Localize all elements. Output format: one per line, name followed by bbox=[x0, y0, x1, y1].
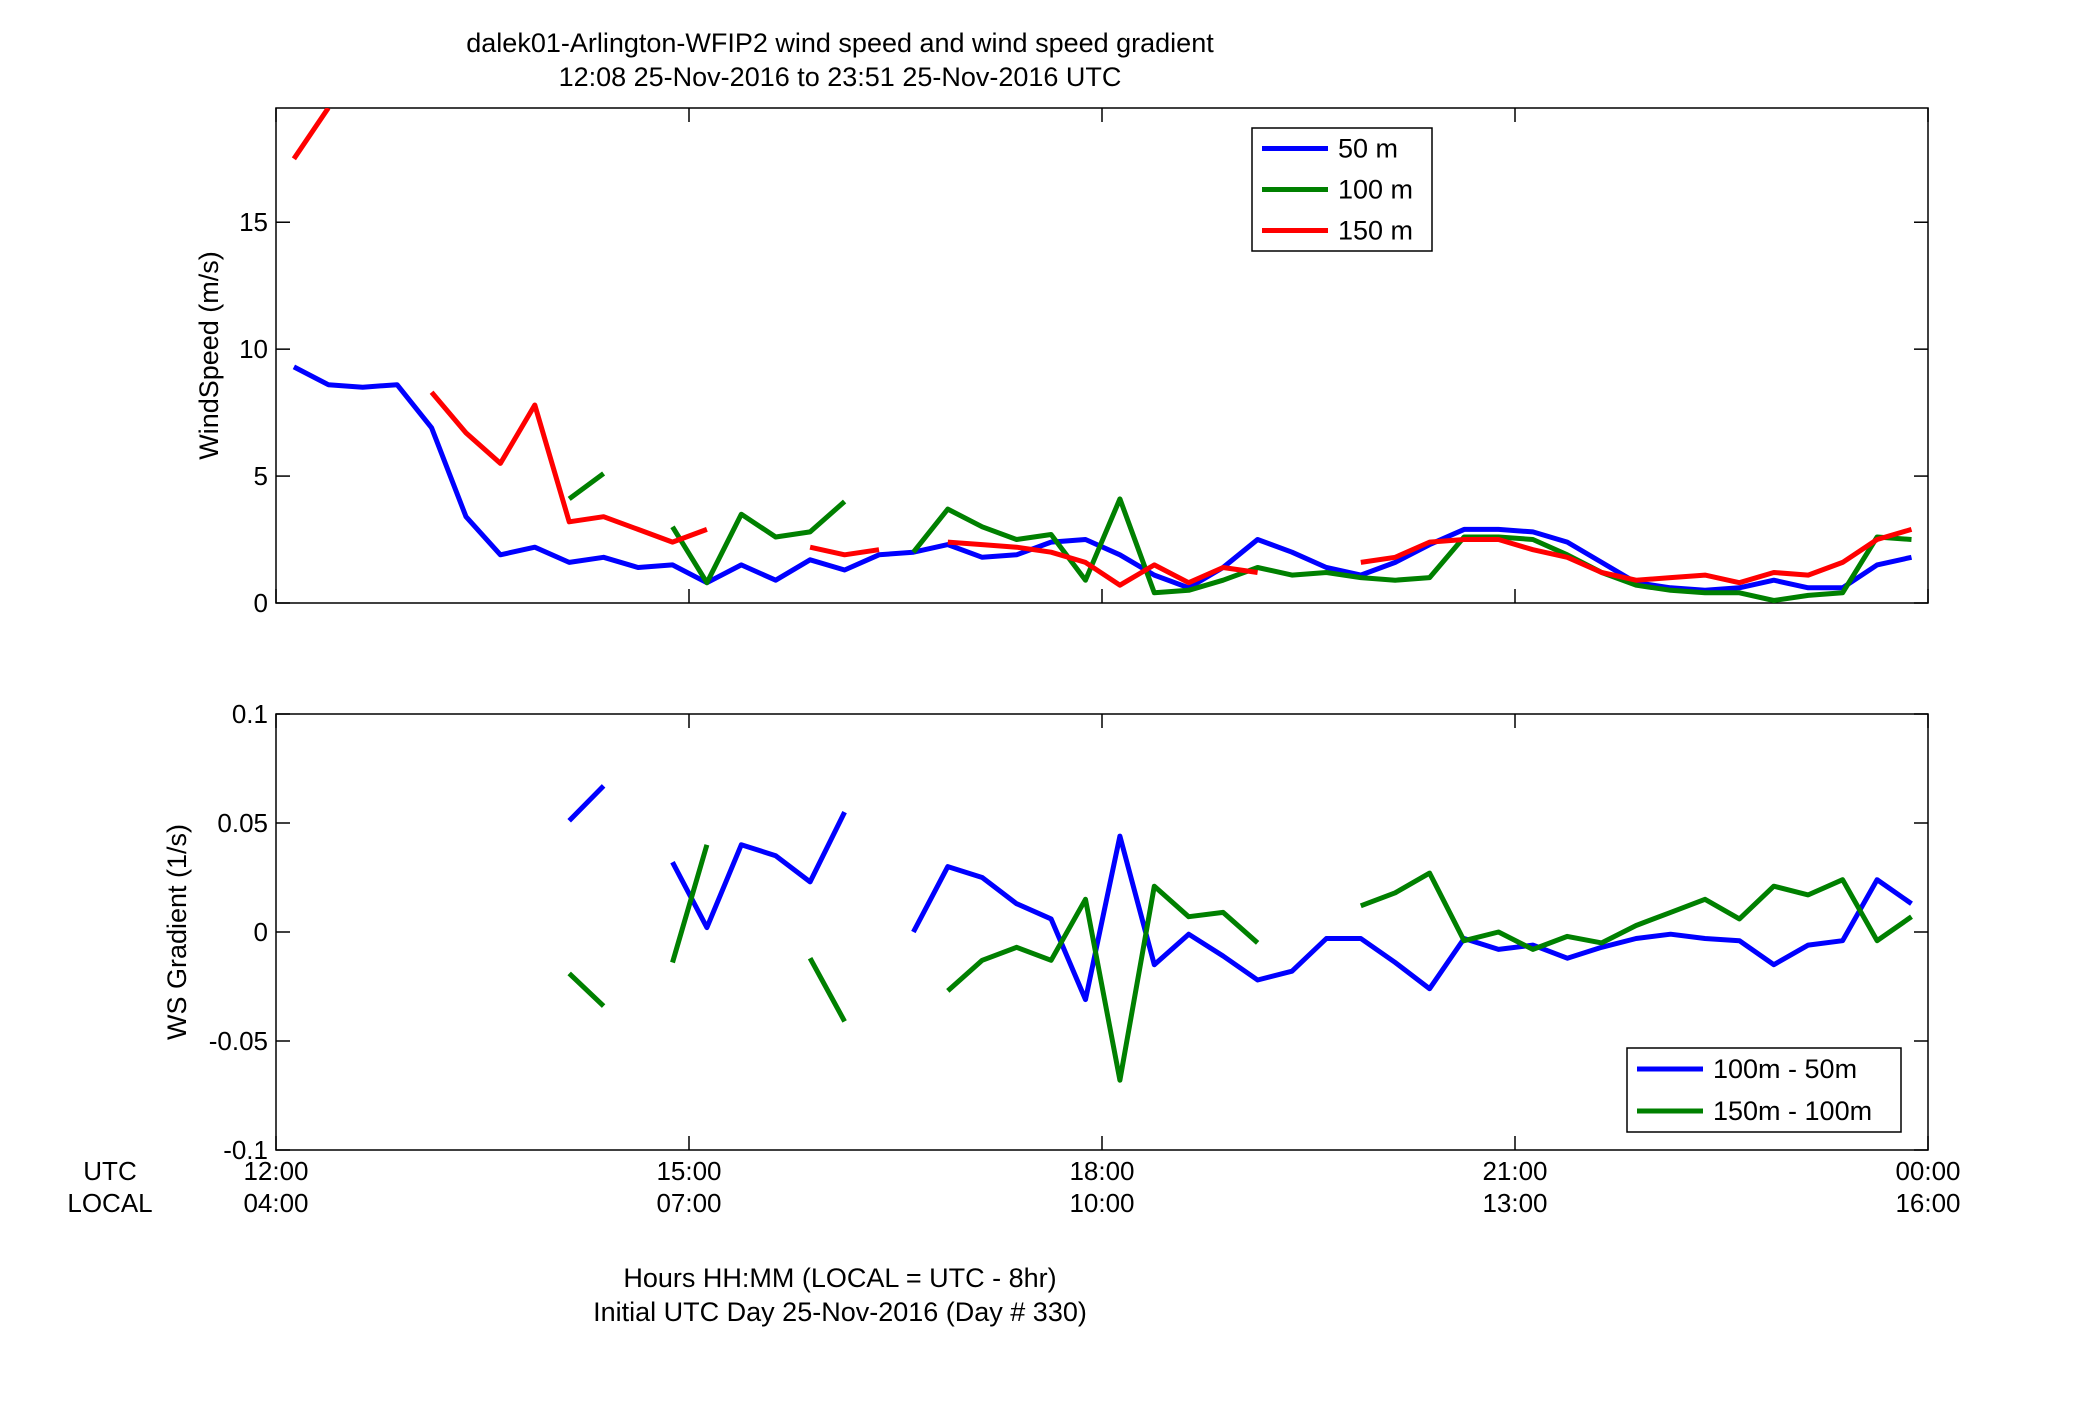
gradient-legend-label: 150m - 100m bbox=[1713, 1096, 1872, 1126]
gradient-ytick-label: 0.1 bbox=[232, 699, 268, 729]
local-row-label: LOCAL bbox=[67, 1188, 152, 1218]
windspeed-series-line bbox=[567, 471, 1912, 603]
x-tick-label-local: 07:00 bbox=[656, 1188, 721, 1218]
x-tick-label-utc: 00:00 bbox=[1895, 1156, 1960, 1186]
windspeed-series-line bbox=[291, 108, 1913, 588]
windspeed-ytick-label: 10 bbox=[239, 334, 268, 364]
windspeed-ytick-label: 0 bbox=[254, 588, 268, 618]
x-tick-label-utc: 21:00 bbox=[1482, 1156, 1547, 1186]
x-tick-label-local: 04:00 bbox=[243, 1188, 308, 1218]
utc-row-label: UTC bbox=[83, 1156, 136, 1186]
figure-title-line2: 12:08 25-Nov-2016 to 23:51 25-Nov-2016 U… bbox=[559, 62, 1122, 92]
windspeed-series-group bbox=[291, 108, 1913, 603]
x-tick-label-local: 16:00 bbox=[1895, 1188, 1960, 1218]
figure-title-line1: dalek01-Arlington-WFIP2 wind speed and w… bbox=[466, 28, 1214, 58]
x-tick-label-local: 13:00 bbox=[1482, 1188, 1547, 1218]
x-tick-label-utc: 12:00 bbox=[243, 1156, 308, 1186]
wind-gradient-panel: -0.1 -0.05 0 0.05 0.1 WS Gradient (1/s) 100m -… bbox=[162, 699, 1929, 1165]
gradient-series-line bbox=[567, 844, 1913, 1083]
gradient-series-group bbox=[567, 784, 1913, 1083]
gradient-ytick-label: -0.05 bbox=[209, 1026, 268, 1056]
windspeed-y-axis-label: WindSpeed (m/s) bbox=[194, 251, 224, 460]
windspeed-ytick-label: 15 bbox=[239, 207, 268, 237]
windspeed-ytick-label: 5 bbox=[254, 461, 268, 491]
x-tick-label-utc: 18:00 bbox=[1069, 1156, 1134, 1186]
x-tick-label-local: 10:00 bbox=[1069, 1188, 1134, 1218]
gradient-y-axis-label: WS Gradient (1/s) bbox=[162, 824, 192, 1040]
gradient-legend-label: 100m - 50m bbox=[1713, 1054, 1857, 1084]
windspeed-legend-label: 150 m bbox=[1338, 216, 1413, 246]
gradient-ytick-label: 0.05 bbox=[217, 808, 268, 838]
windspeed-legend-label: 50 m bbox=[1338, 134, 1398, 164]
gradient-series-line bbox=[567, 784, 1913, 1003]
gradient-legend-box bbox=[1626, 1047, 1902, 1133]
gradient-ytick-label: -0.1 bbox=[223, 1135, 268, 1165]
wind-speed-panel: 0 5 10 15 WindSpeed (m/s) 50 m 100 m 150 m bbox=[194, 107, 1929, 618]
windspeed-legend: 50 m 100 m 150 m bbox=[1251, 127, 1433, 252]
x-tick-label-utc: 15:00 bbox=[656, 1156, 721, 1186]
gradient-legend: 100m - 50m 150m - 100m bbox=[1626, 1047, 1902, 1133]
x-axis-label-line1: Hours HH:MM (LOCAL = UTC - 8hr) bbox=[623, 1263, 1056, 1293]
x-axis-label-line2: Initial UTC Day 25-Nov-2016 (Day # 330) bbox=[593, 1297, 1087, 1327]
windspeed-legend-label: 100 m bbox=[1338, 175, 1413, 205]
windspeed-plot-frame bbox=[275, 107, 1929, 604]
gradient-ytick-label: 0 bbox=[254, 917, 268, 947]
